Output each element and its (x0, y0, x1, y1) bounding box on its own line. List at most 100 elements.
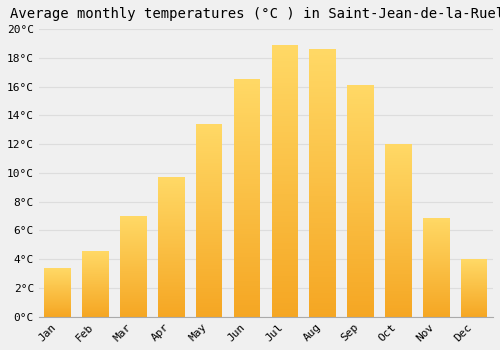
Bar (461, 299, 487, 300)
Bar (348, 90, 374, 92)
Bar (348, 192, 374, 194)
Bar (234, 196, 260, 198)
Bar (120, 310, 146, 311)
Bar (158, 246, 184, 247)
Bar (82, 261, 109, 262)
Bar (385, 210, 411, 211)
Bar (385, 148, 411, 149)
Bar (196, 138, 222, 139)
Bar (44, 283, 71, 284)
Bar (310, 212, 336, 215)
Bar (272, 254, 298, 257)
Bar (461, 274, 487, 275)
Bar (234, 186, 260, 189)
Bar (158, 247, 184, 248)
Bar (423, 286, 450, 287)
Bar (272, 276, 298, 279)
Bar (158, 181, 184, 183)
Bar (348, 231, 374, 233)
Bar (120, 257, 146, 258)
Bar (44, 278, 71, 279)
Bar (82, 286, 109, 287)
Bar (120, 289, 146, 290)
Bar (234, 224, 260, 226)
Bar (120, 272, 146, 273)
Bar (234, 129, 260, 132)
Bar (272, 48, 298, 50)
Bar (82, 314, 109, 315)
Bar (234, 150, 260, 153)
Bar (158, 286, 184, 287)
Bar (461, 286, 487, 287)
Bar (196, 240, 222, 242)
Bar (385, 218, 411, 220)
Bar (272, 159, 298, 162)
Bar (310, 312, 336, 314)
Bar (272, 205, 298, 208)
Bar (272, 295, 298, 298)
Title: Average monthly temperatures (°C ) in Saint-Jean-de-la-Ruelle: Average monthly temperatures (°C ) in Sa… (10, 7, 500, 21)
Bar (234, 276, 260, 279)
Bar (461, 267, 487, 268)
Bar (196, 272, 222, 274)
Bar (348, 106, 374, 108)
Bar (44, 281, 71, 282)
Bar (348, 111, 374, 113)
Bar (310, 89, 336, 92)
Bar (310, 314, 336, 317)
Bar (158, 219, 184, 220)
Bar (385, 146, 411, 148)
Bar (272, 66, 298, 69)
Bar (423, 246, 450, 247)
Bar (234, 96, 260, 98)
Bar (158, 239, 184, 240)
Bar (385, 287, 411, 289)
Bar (234, 203, 260, 205)
Bar (82, 308, 109, 309)
Bar (234, 248, 260, 250)
Bar (234, 167, 260, 170)
Bar (234, 170, 260, 172)
Bar (272, 99, 298, 102)
Bar (234, 215, 260, 217)
Bar (158, 178, 184, 180)
Bar (234, 165, 260, 167)
Bar (82, 278, 109, 279)
Bar (82, 287, 109, 288)
Bar (310, 282, 336, 285)
Bar (196, 168, 222, 170)
Bar (423, 232, 450, 233)
Bar (310, 239, 336, 242)
Bar (234, 231, 260, 234)
Bar (196, 222, 222, 224)
Bar (385, 282, 411, 284)
Bar (423, 243, 450, 244)
Bar (385, 149, 411, 151)
Bar (310, 146, 336, 148)
Bar (310, 253, 336, 255)
Bar (196, 157, 222, 159)
Bar (158, 186, 184, 187)
Bar (82, 316, 109, 317)
Bar (120, 239, 146, 240)
Bar (120, 264, 146, 265)
Bar (196, 132, 222, 134)
Bar (423, 311, 450, 312)
Bar (461, 289, 487, 290)
Bar (423, 288, 450, 289)
Bar (310, 87, 336, 89)
Bar (120, 316, 146, 317)
Bar (348, 152, 374, 155)
Bar (158, 307, 184, 308)
Bar (234, 293, 260, 295)
Bar (272, 200, 298, 203)
Bar (158, 212, 184, 214)
Bar (423, 245, 450, 246)
Bar (82, 306, 109, 307)
Bar (423, 278, 450, 279)
Bar (461, 287, 487, 288)
Bar (385, 239, 411, 241)
Bar (120, 308, 146, 309)
Bar (120, 275, 146, 276)
Bar (234, 139, 260, 141)
